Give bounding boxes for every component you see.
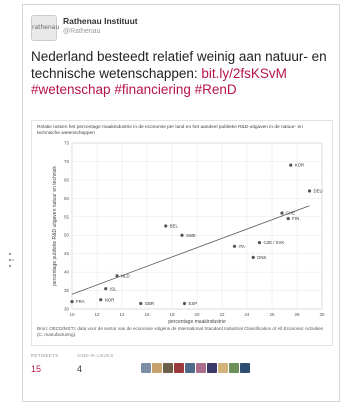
- data-point-label: CZE / SVK: [264, 240, 285, 245]
- data-point-label: CHE: [286, 211, 295, 216]
- chart-footnote: Bron: OECD/MSTI; data voor de sector van…: [37, 326, 323, 337]
- hashtag[interactable]: #financiering: [114, 82, 191, 97]
- x-tick-label: 12: [94, 312, 100, 317]
- liker-avatar[interactable]: [174, 363, 184, 373]
- data-point: [99, 298, 103, 302]
- data-point: [139, 301, 143, 306]
- likes-stat[interactable]: VIND-IK-LEUKS 4: [77, 353, 114, 374]
- y-tick-label: 30: [64, 307, 70, 312]
- likes-count: 4: [77, 364, 83, 374]
- scatter-plot: 30 35 40 45 50 55 60 65 70 75 10 12 14 16 18 20 22 24 26 28…: [52, 141, 325, 326]
- data-point-label: NLD: [121, 273, 130, 278]
- x-tick-label: 10: [69, 312, 75, 317]
- y-tick-label: 55: [64, 214, 70, 219]
- liker-avatar[interactable]: [207, 363, 217, 373]
- liker-avatars[interactable]: [141, 363, 251, 381]
- side-dots-decoration: [8, 252, 14, 268]
- x-tick-label: 28: [294, 312, 300, 317]
- data-point-label: BEL: [170, 224, 179, 229]
- hashtag[interactable]: #wetenschap: [31, 82, 111, 97]
- x-tick-label: 14: [119, 312, 125, 317]
- data-point-label: DEU: [314, 189, 323, 194]
- account-name[interactable]: Rathenau Instituut: [63, 16, 138, 26]
- y-tick-label: 50: [64, 233, 70, 238]
- data-point: [232, 244, 237, 248]
- data-point-label: KOR: [295, 163, 304, 168]
- data-point: [180, 233, 184, 237]
- data-point: [115, 274, 119, 278]
- liker-avatar[interactable]: [163, 363, 173, 373]
- data-point-label: GBR: [145, 301, 154, 306]
- data-point-label: ESP: [189, 301, 198, 306]
- y-tick-label: 40: [64, 270, 70, 275]
- y-tick-label: 70: [64, 159, 70, 164]
- likes-label: VIND-IK-LEUKS: [77, 353, 114, 358]
- data-point: [70, 300, 74, 304]
- data-point: [289, 163, 293, 167]
- y-tick-label: 60: [64, 196, 70, 201]
- tweet-stats: RETWEETS 15 VIND-IK-LEUKS 4: [31, 353, 331, 393]
- liker-avatar[interactable]: [218, 363, 228, 373]
- data-point: [257, 241, 262, 245]
- data-point: [104, 287, 108, 291]
- account-handle[interactable]: @Rathenau: [63, 28, 101, 35]
- retweet-stat[interactable]: RETWEETS 15: [31, 353, 58, 374]
- x-tick-label: 16: [144, 312, 150, 317]
- liker-avatar[interactable]: [141, 363, 151, 373]
- data-point-label: FIN: [292, 216, 299, 221]
- y-tick-label: 65: [64, 177, 70, 182]
- y-axis-label: percentage publieke R&D uitgaven natuur …: [52, 166, 58, 286]
- x-tick-label: 24: [244, 312, 250, 317]
- chart-image[interactable]: Relatie tussen het percentage maakindust…: [31, 120, 333, 346]
- x-tick-label: 26: [269, 312, 275, 317]
- y-tick-label: 75: [64, 141, 70, 146]
- data-point: [182, 301, 187, 306]
- data-point: [307, 189, 312, 193]
- tweet-card[interactable]: rathenau Rathenau Instituut @Rathenau Ne…: [22, 4, 340, 402]
- x-tick-label: 20: [194, 312, 200, 317]
- trendline: [71, 205, 310, 295]
- liker-avatar[interactable]: [196, 363, 206, 373]
- y-tick-label: 35: [64, 288, 70, 293]
- data-point-label: DNK: [257, 255, 266, 260]
- tweet-header: rathenau Rathenau Instituut @Rathenau: [31, 13, 331, 45]
- x-axis-label: percentage maakindustrie: [168, 319, 226, 325]
- liker-avatar[interactable]: [185, 363, 195, 373]
- data-point: [286, 217, 290, 221]
- liker-avatar[interactable]: [240, 363, 250, 373]
- retweets-label: RETWEETS: [31, 353, 59, 358]
- retweets-count: 15: [31, 364, 42, 374]
- hashtag[interactable]: #RenD: [194, 82, 237, 97]
- data-point-label: ISL: [110, 286, 117, 291]
- data-point-label: SWE: [186, 233, 196, 238]
- tweet-text: Nederland besteedt relatief weinig aan n…: [31, 49, 336, 99]
- data-point-label: NOR: [105, 297, 115, 302]
- x-tick-label: 30: [319, 312, 325, 317]
- liker-avatar[interactable]: [229, 363, 239, 373]
- y-tick-label: 45: [64, 251, 70, 256]
- x-tick-label: 18: [169, 312, 175, 317]
- tweet-link[interactable]: bit.ly/2fsKSvM: [201, 65, 287, 81]
- tweet-body: Nederland besteedt relatief weinig aan n…: [31, 49, 327, 81]
- data-point: [251, 255, 255, 259]
- data-point: [280, 211, 284, 215]
- data-point-label: ITA: [239, 244, 245, 249]
- avatar[interactable]: rathenau: [31, 15, 59, 41]
- data-point: [164, 224, 168, 228]
- liker-avatar[interactable]: [152, 363, 162, 373]
- chart-title: Relatie tussen het percentage maakindust…: [37, 125, 303, 137]
- x-tick-label: 22: [219, 312, 225, 317]
- data-point-label: FRA: [76, 299, 85, 304]
